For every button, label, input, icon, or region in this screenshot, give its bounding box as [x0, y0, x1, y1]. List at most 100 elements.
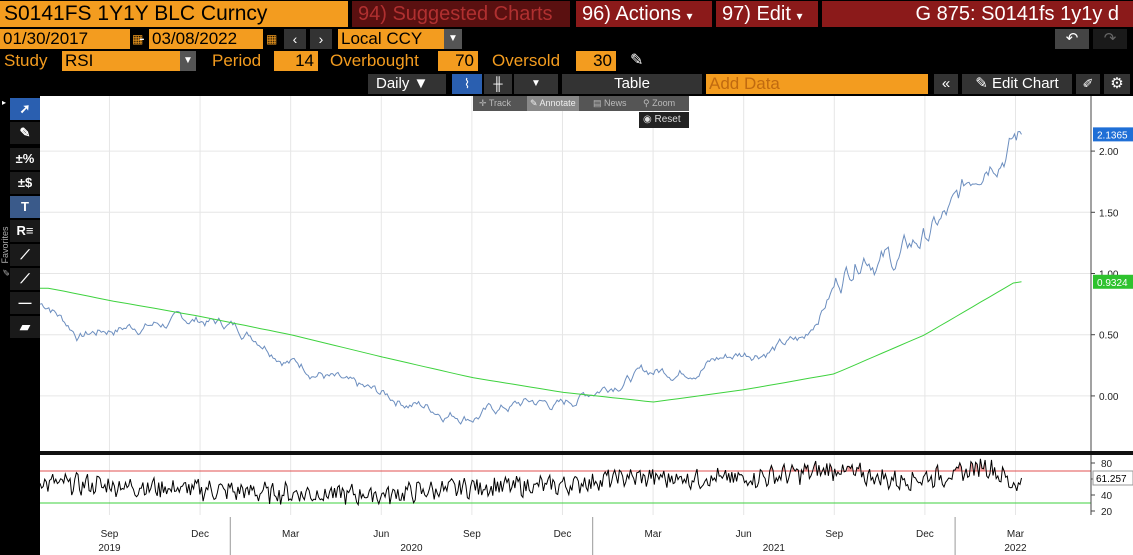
x-tick-label: Mar — [282, 529, 300, 540]
x-tick-label: Dec — [554, 529, 572, 540]
annotate-tool[interactable]: ✎ Annotate — [527, 96, 579, 111]
actions-menu[interactable]: 96) Actions ▾ — [576, 1, 712, 27]
rsi-last-badge-text: 61.257 — [1096, 474, 1127, 485]
reset-icon: ◉ — [643, 114, 652, 125]
rsi-tick-label: 20 — [1101, 507, 1113, 518]
reset-label: Reset — [654, 114, 681, 125]
overbought-input[interactable]: 70 — [438, 51, 478, 71]
draw-icon[interactable]: ✎ — [10, 122, 40, 144]
calendar-icon[interactable]: ▦ — [132, 32, 144, 46]
bar-chart-icon[interactable]: ╫ — [484, 74, 512, 94]
x-year-label: 2019 — [98, 543, 121, 554]
trendline-icon[interactable]: ⟋ — [10, 244, 40, 266]
dollar-icon[interactable]: ±$ — [10, 172, 40, 194]
add-data-input[interactable]: Add Data — [706, 74, 928, 94]
table-button[interactable]: Table — [562, 74, 702, 94]
x-year-label: 2022 — [1004, 543, 1027, 554]
zoom-label: Zoom — [652, 98, 676, 108]
y-tick-label: 0.50 — [1099, 331, 1119, 342]
x-tick-label: Dec — [916, 529, 934, 540]
reset-button[interactable]: ◉ Reset — [639, 112, 689, 128]
x-axis-panel — [40, 515, 1133, 555]
redo-icon[interactable]: ↷ — [1093, 29, 1127, 49]
chart-toolbar: 1D3D1M6MYTD1Y5YMax Daily ▼ ⌇ ╫ ▼ Table A… — [0, 72, 1133, 166]
track-label: Track — [488, 98, 512, 108]
x-tick-label: Mar — [644, 529, 662, 540]
edit-menu[interactable]: 97) Edit ▾ — [716, 1, 818, 27]
edit-chart-label: Edit Chart — [992, 75, 1059, 92]
date-separator: - — [139, 29, 145, 48]
undo-icon[interactable]: ↶ — [1055, 29, 1089, 49]
suggested-charts-button[interactable]: 94) Suggested Charts — [352, 1, 570, 27]
x-tick-label: Jun — [736, 529, 752, 540]
y-tick-label: 0.00 — [1099, 392, 1119, 403]
ray-icon[interactable]: ⟋ — [10, 268, 40, 290]
sidebar: ▸ ➚ ✎ ±% ±$ T R≡ ⟋ ⟋ — ▰ ✎ Favorites — [0, 96, 40, 555]
oversold-label: Oversold — [492, 51, 561, 70]
ma-last-badge-text: 0.9324 — [1097, 278, 1128, 289]
next-button[interactable]: › — [310, 29, 332, 49]
annotate-label: Annotate — [539, 98, 576, 108]
zoom-tool[interactable]: ⚲ Zoom — [643, 98, 676, 108]
chevron-down-icon[interactable]: ▼ — [444, 29, 462, 49]
chevron-down-icon[interactable]: ▼ — [514, 74, 558, 94]
oversold-input[interactable]: 30 — [576, 51, 616, 71]
channel-icon[interactable]: ▰ — [10, 316, 40, 338]
edit-chart-button[interactable]: ✎ Edit Chart — [962, 74, 1072, 94]
edit-icon[interactable]: ✐ — [1076, 74, 1100, 94]
percent-icon[interactable]: ±% — [10, 148, 40, 170]
rsi-last-badge — [1092, 470, 1133, 486]
gear-icon[interactable]: ⚙ — [1104, 74, 1130, 94]
prev-button[interactable]: ‹ — [284, 29, 306, 49]
chevron-down-icon[interactable]: ▼ — [180, 51, 196, 71]
study-label: Study — [4, 51, 48, 70]
track-tool[interactable]: ✛ Track — [479, 98, 512, 108]
pencil-icon: ✎ — [975, 75, 988, 92]
x-tick-label: Mar — [1007, 529, 1025, 540]
regression-icon[interactable]: R≡ — [10, 220, 40, 242]
line-chart-icon[interactable]: ⌇ — [452, 74, 482, 94]
price-last-badge — [1093, 127, 1133, 142]
frequency-label: Daily — [376, 75, 410, 92]
ticket-title: G 875: S0141fs 1y1y d — [822, 1, 1133, 27]
start-date-input[interactable]: 01/30/2017 — [0, 29, 130, 49]
news-tool[interactable]: ▤ News — [593, 98, 627, 108]
actions-label: 96) Actions — [582, 3, 681, 25]
calendar-icon[interactable]: ▦ — [266, 32, 278, 46]
header-bar: S0141FS 1Y1Y BLC Curncy 94) Suggested Ch… — [0, 0, 1133, 28]
chevron-down-icon: ▾ — [686, 9, 693, 23]
price-series-line — [39, 130, 1022, 425]
price-axis-panel — [1091, 96, 1133, 451]
y-tick-label: 2.00 — [1099, 147, 1119, 158]
x-tick-label: Dec — [191, 529, 209, 540]
period-input[interactable]: 14 — [274, 51, 318, 71]
currency-select[interactable]: Local CCY — [338, 29, 444, 49]
horizontal-line-icon[interactable]: — — [10, 292, 40, 314]
expand-icon[interactable]: ▸ — [2, 98, 7, 107]
x-tick-label: Jun — [373, 529, 389, 540]
x-tick-label: Sep — [825, 529, 843, 540]
text-icon[interactable]: T — [10, 196, 40, 218]
rsi-series-line — [39, 458, 1022, 507]
frequency-select[interactable]: Daily ▼ — [368, 74, 446, 94]
news-label: News — [604, 98, 627, 108]
edit-label: 97) Edit — [722, 3, 791, 25]
rsi-tick-label: 40 — [1101, 491, 1113, 502]
security-title[interactable]: S0141FS 1Y1Y BLC Curncy — [0, 1, 348, 27]
collapse-icon[interactable]: « — [934, 74, 958, 94]
study-bar: Study RSI ▼ Period 14 Overbought 70 Over… — [0, 50, 1133, 72]
moving-average-line — [40, 281, 1022, 403]
study-select[interactable]: RSI — [62, 51, 180, 71]
panel-divider[interactable] — [40, 451, 1133, 455]
overbought-shade — [856, 462, 861, 471]
end-date-input[interactable]: 03/08/2022 — [149, 29, 263, 49]
overbought-shade — [804, 464, 808, 471]
pencil-icon[interactable]: ✎ — [630, 52, 644, 69]
ma-last-badge — [1093, 274, 1133, 289]
x-tick-label: Sep — [101, 529, 119, 540]
x-year-label: 2021 — [763, 543, 786, 554]
date-bar: 01/30/2017 ▦ - 03/08/2022 ▦ ‹ › Local CC… — [0, 28, 1133, 50]
cursor-icon[interactable]: ➚ — [10, 98, 40, 120]
overbought-label: Overbought — [330, 51, 419, 70]
